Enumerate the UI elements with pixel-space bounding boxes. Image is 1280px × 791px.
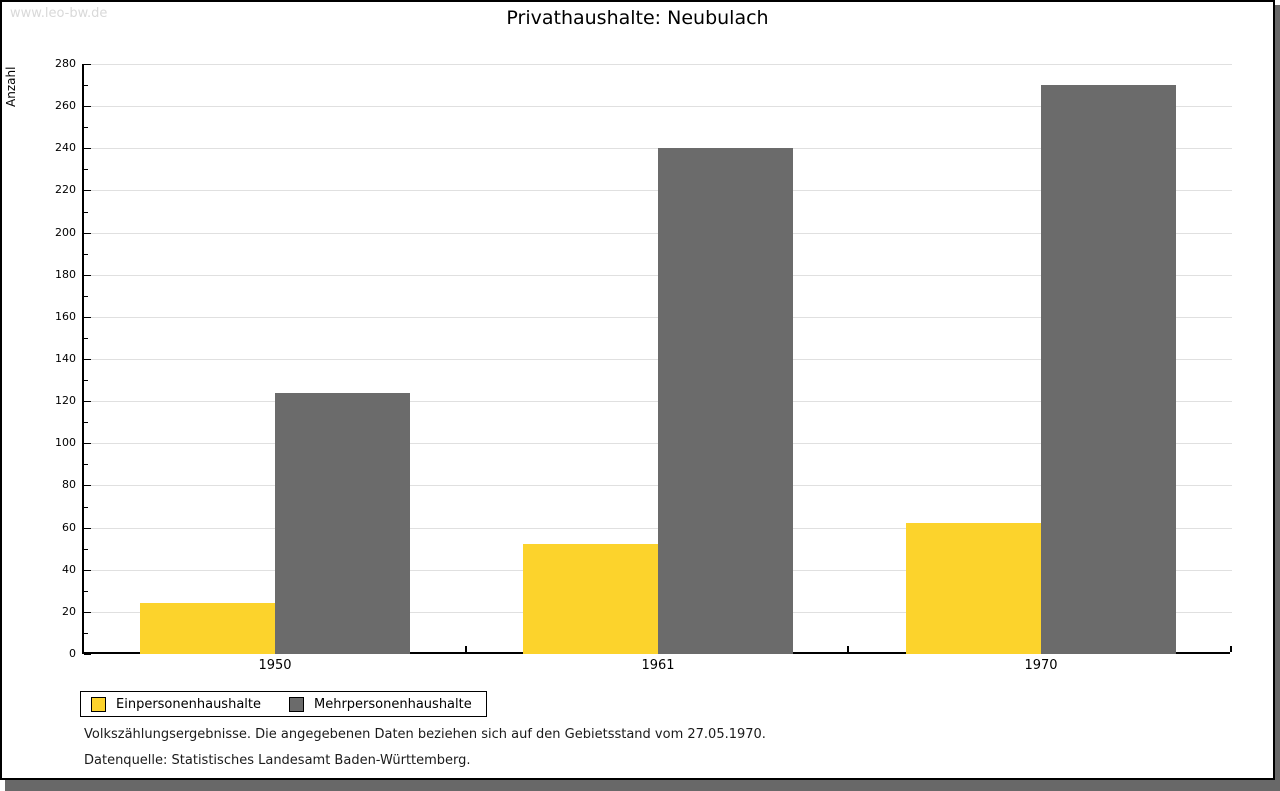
y-axis-minor-tick (84, 633, 88, 634)
y-axis-minor-tick (84, 380, 88, 381)
y-axis-tick-label: 140 (55, 352, 76, 365)
footnote-source-note: Volkszählungsergebnisse. Die angegebenen… (84, 727, 766, 742)
legend-swatch-einpersonenhaushalte (91, 696, 106, 712)
y-axis-major-tick (84, 528, 91, 529)
y-axis-major-tick (84, 570, 91, 571)
y-axis-major-tick (84, 443, 91, 444)
y-axis-minor-tick (84, 127, 88, 128)
legend: Einpersonenhaushalte Mehrpersonenhaushal… (80, 691, 487, 717)
y-axis-tick-label: 20 (62, 605, 76, 618)
gridline (84, 64, 1232, 65)
x-axis-boundary-tick (1230, 646, 1232, 652)
y-axis-major-tick (84, 317, 91, 318)
y-axis-tick-label: 260 (55, 99, 76, 112)
y-axis-title: Anzahl (4, 66, 18, 107)
y-axis-tick-label: 240 (55, 141, 76, 154)
y-axis-major-tick (84, 654, 91, 655)
y-axis-major-tick (84, 275, 91, 276)
y-axis-minor-tick (84, 85, 88, 86)
y-axis-minor-tick (84, 549, 88, 550)
y-axis-minor-tick (84, 422, 88, 423)
legend-item: Mehrpersonenhaushalte (289, 696, 472, 712)
y-axis-tick-label: 280 (55, 57, 76, 70)
legend-item: Einpersonenhaushalte (91, 696, 261, 712)
x-axis-boundary-tick (465, 646, 467, 652)
y-axis-major-tick (84, 233, 91, 234)
y-axis-major-tick (84, 359, 91, 360)
y-axis-tick-label: 100 (55, 436, 76, 449)
x-axis-label: 1970 (1024, 658, 1058, 673)
footnotes: Volkszählungsergebnisse. Die angegebenen… (84, 727, 766, 779)
chart-title: Privathaushalte: Neubulach (506, 7, 769, 29)
y-axis-tick-label: 60 (62, 521, 76, 534)
legend-label: Einpersonenhaushalte (116, 696, 261, 712)
y-axis-major-tick (84, 401, 91, 402)
y-axis-tick-label: 120 (55, 394, 76, 407)
y-axis-minor-tick (84, 338, 88, 339)
bar-1950-einpersonenhaushalte (140, 603, 275, 654)
bar-1961-mehrpersonenhaushalte (658, 148, 793, 654)
y-axis-tick-label: 180 (55, 268, 76, 281)
y-axis-major-tick (84, 190, 91, 191)
y-axis-tick-label: 200 (55, 226, 76, 239)
footnote-data-source: Datenquelle: Statistisches Landesamt Bad… (84, 753, 471, 768)
drop-shadow-right (1275, 5, 1280, 791)
watermark: www.leo-bw.de (10, 6, 108, 21)
x-axis-boundary-tick (847, 646, 849, 652)
gridline (84, 106, 1232, 107)
y-axis-minor-tick (84, 254, 88, 255)
bar-1961-einpersonenhaushalte (523, 544, 658, 654)
legend-swatch-mehrpersonenhaushalte (289, 696, 304, 712)
y-axis-major-tick (84, 64, 91, 65)
y-axis-minor-tick (84, 212, 88, 213)
drop-shadow-bottom (5, 780, 1280, 791)
y-axis-minor-tick (84, 169, 88, 170)
y-axis-minor-tick (84, 591, 88, 592)
x-axis-label: 1961 (641, 658, 675, 673)
legend-label: Mehrpersonenhaushalte (314, 696, 472, 712)
y-axis-tick-label: 0 (69, 647, 76, 660)
y-axis-minor-tick (84, 296, 88, 297)
bar-1970-mehrpersonenhaushalte (1041, 85, 1176, 654)
y-axis-tick-label: 220 (55, 183, 76, 196)
y-axis-tick-label: 80 (62, 478, 76, 491)
y-axis-tick-label: 40 (62, 563, 76, 576)
y-axis-minor-tick (84, 464, 88, 465)
y-axis-major-tick (84, 485, 91, 486)
y-axis-major-tick (84, 106, 91, 107)
y-axis-tick-label: 160 (55, 310, 76, 323)
bar-1970-einpersonenhaushalte (906, 523, 1041, 654)
y-axis-minor-tick (84, 507, 88, 508)
y-axis-major-tick (84, 612, 91, 613)
bar-1950-mehrpersonenhaushalte (275, 393, 410, 654)
plot-area: 0 20 40 60 80 100 120 140 160 180 200 220 240 260 280 1… (55, 57, 1232, 673)
x-axis-label: 1950 (258, 658, 292, 673)
y-axis-major-tick (84, 148, 91, 149)
